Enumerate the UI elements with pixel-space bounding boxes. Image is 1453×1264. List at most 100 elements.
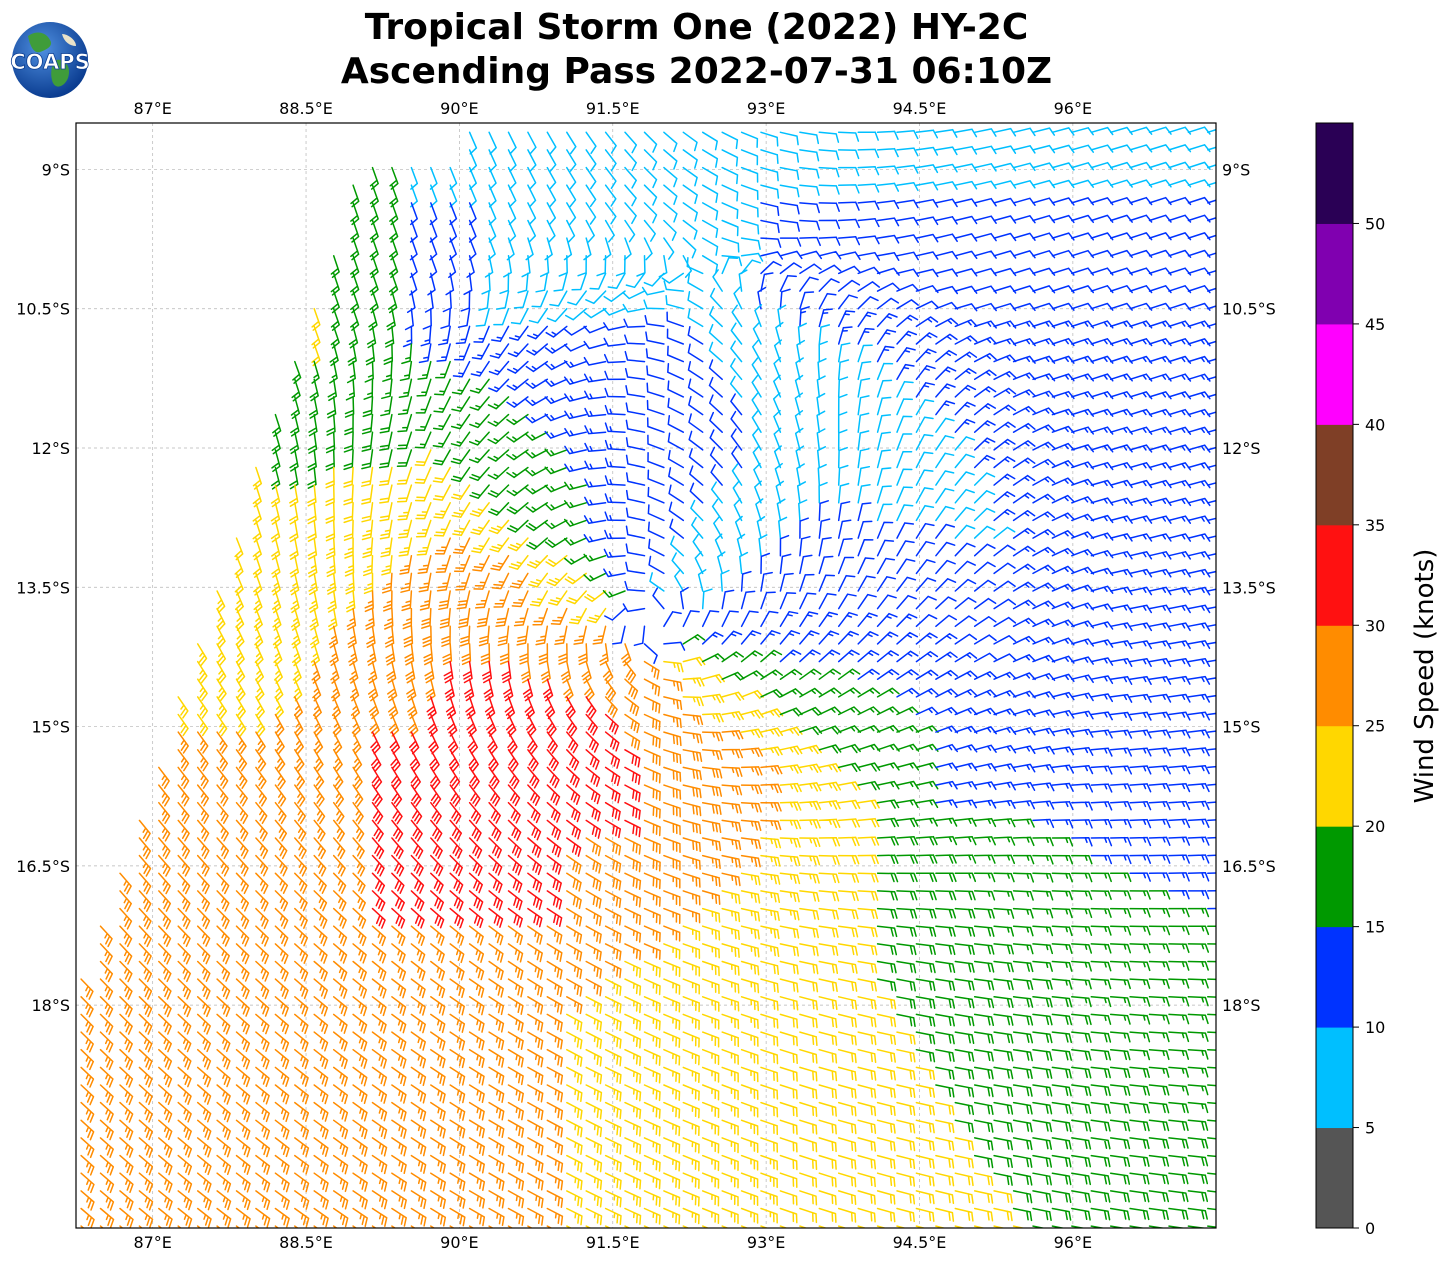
wind-barb	[646, 365, 665, 381]
wind-barb	[648, 555, 665, 575]
wind-barb	[235, 607, 245, 631]
wind-barb	[255, 1066, 270, 1088]
wind-barb	[794, 392, 804, 416]
wind-barb	[818, 555, 834, 575]
wind-barb	[857, 235, 880, 245]
wind-barb	[371, 766, 383, 790]
wind-barb	[1109, 783, 1132, 793]
wind-barb	[352, 1207, 368, 1228]
wind-barb	[709, 287, 723, 310]
wind-barb	[430, 1137, 446, 1157]
wind-barb	[701, 1101, 720, 1119]
wind-barb	[326, 554, 336, 578]
wind-barb	[818, 649, 841, 663]
wind-barb	[379, 484, 393, 504]
wind-barb	[1012, 563, 1036, 575]
wind-barb	[352, 960, 367, 982]
wind-barb	[1032, 764, 1055, 774]
wind-barb	[993, 1084, 1014, 1098]
wind-barb	[158, 1137, 173, 1158]
wind-barb	[1148, 693, 1172, 703]
wind-barb	[449, 1084, 466, 1104]
wind-barb	[1148, 214, 1172, 223]
wind-barb	[410, 978, 426, 999]
wind-barb	[740, 670, 764, 680]
wind-barb	[818, 518, 831, 539]
wind-barb	[624, 131, 638, 154]
wind-barb	[478, 625, 490, 647]
wind-barb	[1148, 196, 1172, 206]
wind-barb	[993, 978, 1014, 991]
wind-barb	[80, 1154, 95, 1176]
wind-barb	[837, 464, 849, 486]
wind-barb	[566, 943, 583, 962]
wind-barb	[915, 996, 936, 1009]
wind-barb	[371, 1101, 388, 1122]
wind-barb	[371, 1190, 388, 1210]
wind-barb	[1129, 872, 1151, 882]
wind-barb	[80, 1190, 95, 1211]
wind-barb	[426, 696, 437, 720]
wind-barb	[546, 837, 562, 858]
wind-barb	[560, 660, 572, 684]
wind-barb	[604, 131, 617, 154]
wind-barb	[558, 255, 568, 277]
wind-barb	[935, 452, 955, 469]
wind-barb	[1051, 1207, 1072, 1221]
wind-barb	[216, 1066, 231, 1088]
wind-barb	[1168, 568, 1191, 578]
wind-barb	[1012, 818, 1035, 828]
wind-barb	[506, 466, 529, 479]
wind-barb	[857, 218, 880, 228]
wind-barb	[488, 784, 501, 807]
wind-barb	[837, 781, 861, 791]
wind-barb	[430, 960, 446, 981]
wind-barb	[535, 272, 549, 293]
wind-barb	[99, 978, 114, 1000]
wind-barb	[325, 502, 335, 524]
wind-barb	[369, 237, 379, 261]
wind-barb	[1168, 232, 1192, 241]
wind-barb	[546, 307, 568, 323]
wind-barb	[371, 1137, 388, 1157]
wind-barb	[1168, 854, 1190, 864]
wind-barb	[993, 872, 1015, 883]
wind-barb	[663, 1154, 681, 1172]
wind-barb	[721, 1066, 739, 1083]
wind-barb	[779, 688, 803, 698]
wind-barb	[566, 749, 580, 771]
wind-barb	[177, 696, 189, 719]
wind-barb	[818, 996, 838, 1011]
wind-barb	[643, 1013, 661, 1031]
wind-barb	[935, 198, 958, 208]
wind-barb	[352, 854, 366, 877]
wind-barb	[876, 414, 892, 433]
wind-barb	[330, 307, 340, 331]
wind-barb	[666, 345, 685, 363]
wind-barb	[311, 325, 321, 349]
wind-barb	[196, 1207, 212, 1228]
wind-barb	[216, 837, 230, 860]
wind-barb	[1071, 1101, 1092, 1115]
wind-barb	[973, 1119, 994, 1133]
wind-barb	[666, 328, 685, 345]
wind-barb	[1168, 497, 1192, 507]
wind-barb	[253, 590, 263, 614]
wind-barb	[527, 202, 537, 226]
wind-barb	[643, 1101, 661, 1119]
wind-barb	[391, 996, 407, 1016]
wind-barb	[915, 595, 937, 610]
wind-barb	[799, 763, 822, 773]
wind-barb	[837, 687, 861, 698]
wind-barb	[935, 1031, 955, 1045]
wind-barb	[371, 1225, 377, 1228]
wind-barb	[1090, 497, 1114, 506]
wind-barb	[564, 325, 587, 336]
wind-barb	[391, 1225, 397, 1228]
wind-barb	[379, 502, 393, 522]
wind-barb	[993, 907, 1015, 919]
wind-barb	[1168, 551, 1192, 560]
wind-barb	[1187, 144, 1211, 153]
wind-barb	[499, 643, 510, 665]
wind-barb	[935, 400, 956, 416]
